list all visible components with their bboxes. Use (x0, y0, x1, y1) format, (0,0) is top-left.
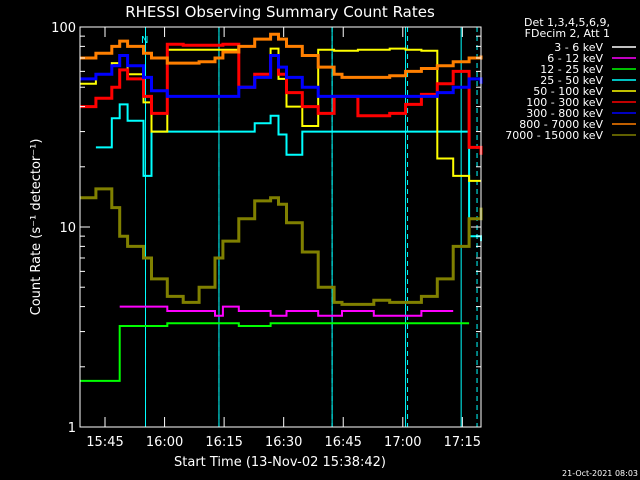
y-tick-label-2: 100 (51, 21, 76, 36)
x-tick-label-3: 16:30 (265, 435, 302, 450)
y-tick-label-1: 10 (59, 221, 76, 236)
legend: Det 1,3,4,5,6,9,FDecim 2, Att 13 - 6 keV… (505, 16, 636, 142)
series-line-25-50-kev (95, 103, 482, 242)
x-tick-label-4: 16:45 (324, 435, 361, 450)
series-layer (80, 32, 483, 393)
x-tick-label-2: 16:15 (205, 435, 242, 450)
legend-label-7: 800 - 7000 keV (519, 118, 603, 131)
legend-label-5: 100 - 300 keV (526, 96, 603, 109)
y-axis-label: Count Rate (s⁻¹ detector⁻¹) (29, 139, 44, 316)
x-tick-label-6: 17:15 (444, 435, 481, 450)
series-line-3-6-kev-1 (238, 385, 288, 393)
annotation-n: N (141, 35, 148, 46)
legend-label-8: 7000 - 15000 keV (505, 129, 603, 142)
footer-date: 21-Oct-2021 08:03 (562, 469, 638, 478)
series-line-6-12-kev (119, 305, 454, 317)
x-axis-label: Start Time (13-Nov-02 15:38:42) (174, 455, 386, 470)
series-line-7000-15000-kev (80, 187, 483, 306)
legend-label-1: 6 - 12 keV (547, 52, 603, 65)
legend-header-0: Det 1,3,4,5,6,9, (524, 16, 610, 29)
x-tick-label-0: 15:45 (86, 435, 123, 450)
x-axis: 15:45 16:00 16:15 16:30 16:45 17:00 17:15 (86, 27, 481, 450)
series-line-12-25-kev (80, 322, 470, 382)
series-line-800-7000-kev (80, 32, 483, 79)
legend-label-2: 12 - 25 keV (540, 63, 603, 76)
plot-frame (79, 26, 482, 428)
legend-header-1: FDecim 2, Att 1 (525, 27, 610, 40)
legend-label-0: 3 - 6 keV (554, 41, 603, 54)
y-tick-label-0: 1 (68, 421, 76, 436)
x-tick-label-5: 17:00 (384, 435, 421, 450)
legend-label-6: 300 - 800 keV (526, 107, 603, 120)
series-line-100-300-kev (80, 42, 483, 155)
y-axis: 1 10 100 (51, 21, 481, 436)
legend-label-3: 25 - 50 keV (540, 74, 603, 87)
legend-label-4: 50 - 100 keV (533, 85, 603, 98)
x-tick-label-1: 16:00 (146, 435, 183, 450)
series-line-300-800-kev (80, 54, 483, 98)
chart-title: RHESSI Observing Summary Count Rates (125, 3, 435, 21)
